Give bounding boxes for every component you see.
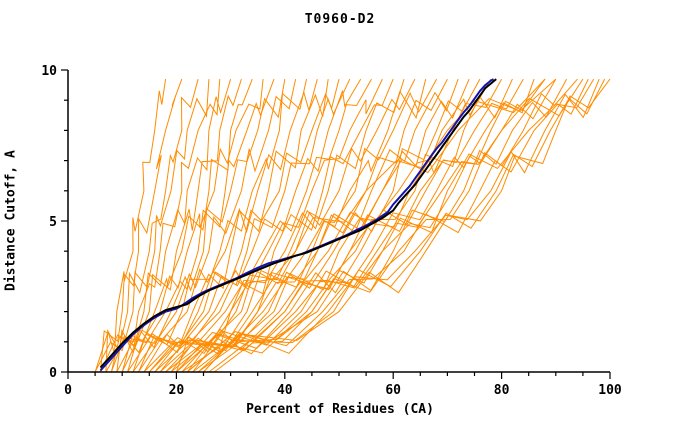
chart-title: T0960-D2 [304, 12, 376, 27]
svg-text:100: 100 [598, 383, 622, 398]
svg-text:10: 10 [41, 64, 57, 79]
svg-text:0: 0 [49, 366, 57, 381]
svg-text:60: 60 [385, 383, 401, 398]
svg-text:20: 20 [169, 383, 185, 398]
svg-text:80: 80 [494, 383, 510, 398]
svg-text:5: 5 [49, 215, 57, 230]
svg-text:40: 40 [277, 383, 293, 398]
x-axis-label: Percent of Residues (CA) [246, 402, 434, 417]
svg-text:0: 0 [64, 383, 72, 398]
